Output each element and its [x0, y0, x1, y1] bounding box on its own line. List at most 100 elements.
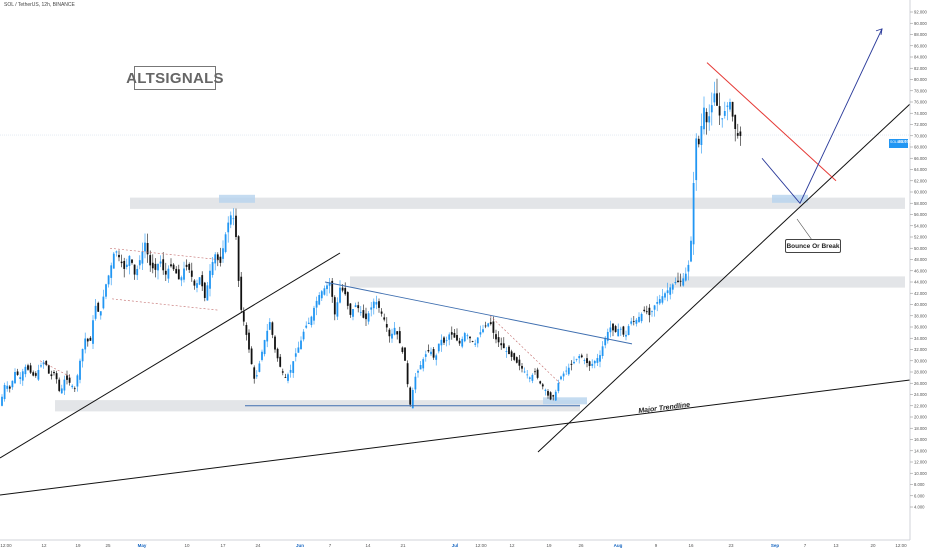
- candle-body: [534, 371, 536, 373]
- candle-body: [721, 118, 724, 120]
- candle-body: [8, 386, 11, 389]
- candle-body: [175, 268, 178, 274]
- candle-body: [396, 331, 399, 335]
- x-tick-label: 9: [655, 543, 658, 548]
- y-tick-label: 36.000: [914, 325, 927, 330]
- projection-arrowhead: [875, 28, 883, 35]
- candle-body: [565, 370, 568, 372]
- candle-body: [214, 254, 217, 264]
- candle-body: [261, 351, 263, 360]
- candle-body: [656, 302, 659, 304]
- y-tick-label: 82.000: [914, 66, 927, 71]
- y-tick-label: 70.000: [914, 133, 927, 138]
- candle-body: [554, 391, 557, 401]
- y-tick-label: 18.000: [914, 426, 927, 431]
- candle-body: [393, 327, 396, 335]
- candle-body: [710, 105, 713, 113]
- candle-body: [294, 353, 297, 357]
- candle-body: [411, 390, 414, 409]
- candle-body: [367, 313, 370, 322]
- rising-trendline-left: [0, 252, 341, 459]
- candle-body: [266, 330, 269, 342]
- candle-body: [305, 325, 308, 328]
- candle-body: [365, 313, 367, 320]
- dashed-channel-line: [489, 315, 561, 384]
- candle-body: [406, 363, 409, 385]
- candle-body: [536, 369, 539, 378]
- candle-body: [692, 183, 695, 245]
- candle-body: [518, 359, 521, 366]
- candle-body: [471, 341, 474, 342]
- candle-body: [398, 331, 401, 344]
- candle-body: [515, 357, 518, 363]
- candle-body: [141, 251, 144, 264]
- x-tick-label: 16: [688, 543, 694, 548]
- x-tick-label: Aug: [614, 543, 623, 548]
- candle-body: [193, 280, 196, 286]
- candle-body: [209, 270, 211, 289]
- candle-body: [274, 336, 276, 350]
- candle-body: [203, 282, 206, 298]
- y-tick-label: 20.000: [914, 415, 927, 420]
- candle-body: [739, 131, 742, 136]
- candle-body: [723, 111, 726, 116]
- candle-body: [131, 259, 133, 263]
- candle-body: [211, 261, 214, 275]
- candle-body: [682, 278, 685, 286]
- candle-body: [79, 360, 81, 380]
- candle-body: [16, 371, 19, 375]
- dashed-channel-line: [109, 247, 219, 260]
- candle-body: [99, 311, 102, 316]
- candle-body: [219, 256, 222, 263]
- candle-body: [385, 324, 388, 328]
- candle-body: [448, 334, 451, 340]
- candle-body: [419, 365, 422, 370]
- y-tick-label: 54.000: [914, 223, 927, 228]
- candle-body: [60, 388, 63, 394]
- candle-body: [32, 372, 35, 376]
- candle-body: [292, 361, 295, 373]
- candle-body: [55, 373, 58, 380]
- candle-body: [378, 301, 380, 308]
- candles-layer: [1, 78, 742, 409]
- candle-body: [341, 287, 344, 291]
- candle-body: [333, 297, 336, 315]
- candle-body: [430, 351, 432, 355]
- candle-body: [313, 307, 315, 321]
- candle-body: [162, 259, 165, 271]
- candle-body: [92, 320, 94, 344]
- candle-body: [528, 377, 531, 379]
- candle-body: [443, 337, 445, 343]
- candle-body: [232, 218, 235, 220]
- candle-body: [328, 282, 331, 286]
- candle-body: [440, 339, 443, 346]
- candle-body: [424, 354, 427, 357]
- candle-body: [372, 301, 375, 309]
- candle-body: [643, 309, 646, 312]
- last-price-marker: [889, 139, 908, 148]
- zone-highlight: [219, 194, 255, 203]
- candle-body: [521, 365, 523, 369]
- price-axis: [910, 0, 932, 550]
- x-tick-label: 26: [578, 543, 584, 548]
- candle-body: [432, 349, 435, 358]
- candle-body: [632, 320, 635, 322]
- candle-body: [484, 325, 487, 327]
- y-tick-label: 56.000: [914, 212, 927, 217]
- x-tick-label: 10: [184, 543, 190, 548]
- y-tick-label: 60.000: [914, 190, 927, 195]
- candle-body: [89, 337, 92, 341]
- candle-body: [21, 371, 24, 381]
- last-price-symbol: SOLUSDT: [890, 140, 907, 144]
- candle-body: [180, 277, 183, 281]
- y-tick-label: 42.000: [914, 291, 927, 296]
- candle-body: [331, 280, 334, 297]
- candle-body: [612, 323, 614, 331]
- candle-body: [45, 360, 48, 365]
- y-tick-label: 34.000: [914, 336, 927, 341]
- x-tick-label: 20: [870, 543, 876, 548]
- candle-body: [482, 329, 484, 333]
- candle-body: [380, 311, 383, 314]
- y-tick-label: 10.000: [914, 471, 927, 476]
